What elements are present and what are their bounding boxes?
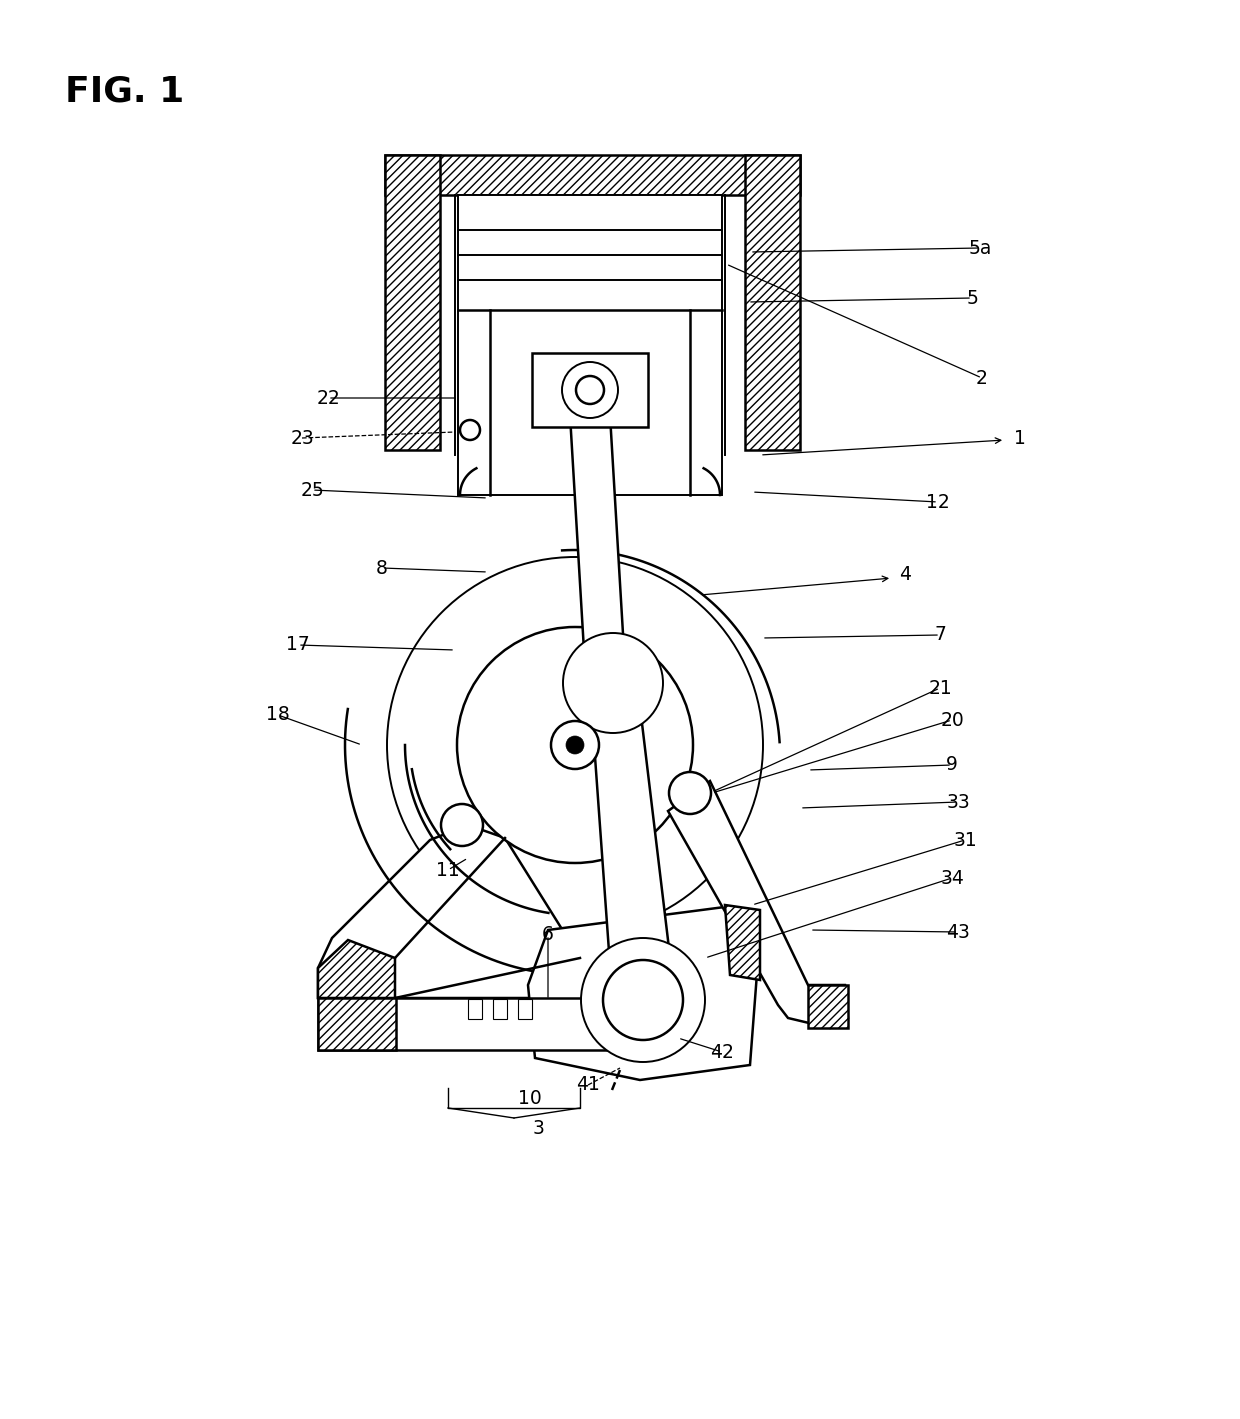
Circle shape bbox=[551, 721, 599, 769]
Text: 25: 25 bbox=[300, 481, 324, 499]
Bar bbox=[745, 155, 800, 450]
Circle shape bbox=[562, 362, 618, 419]
Circle shape bbox=[563, 633, 663, 734]
Text: 10: 10 bbox=[518, 1088, 542, 1107]
Polygon shape bbox=[317, 824, 580, 998]
Text: 9: 9 bbox=[946, 755, 959, 775]
Text: 22: 22 bbox=[316, 389, 340, 407]
Text: 42: 42 bbox=[711, 1043, 734, 1061]
Circle shape bbox=[460, 420, 480, 440]
Text: 6: 6 bbox=[542, 925, 554, 945]
Bar bbox=[384, 155, 440, 450]
Text: 12: 12 bbox=[926, 492, 950, 511]
Text: 34: 34 bbox=[940, 868, 963, 887]
Text: 1: 1 bbox=[1014, 429, 1025, 447]
Bar bbox=[384, 155, 800, 194]
Bar bbox=[518, 999, 532, 1019]
Circle shape bbox=[670, 772, 711, 815]
Text: 11: 11 bbox=[436, 860, 460, 880]
Text: 23: 23 bbox=[290, 429, 314, 447]
Circle shape bbox=[577, 376, 604, 404]
Polygon shape bbox=[808, 985, 848, 1027]
Text: 41: 41 bbox=[577, 1076, 600, 1094]
Polygon shape bbox=[317, 939, 396, 998]
Bar bbox=[317, 998, 613, 1050]
Bar bbox=[494, 999, 507, 1019]
Bar bbox=[532, 353, 649, 427]
Polygon shape bbox=[725, 905, 760, 981]
Polygon shape bbox=[570, 414, 627, 718]
Circle shape bbox=[565, 736, 584, 753]
Circle shape bbox=[387, 558, 763, 934]
Text: 5: 5 bbox=[966, 288, 978, 308]
Text: 18: 18 bbox=[267, 705, 290, 725]
Text: 20: 20 bbox=[940, 711, 963, 729]
Text: 8: 8 bbox=[376, 559, 388, 578]
Text: 21: 21 bbox=[928, 678, 952, 698]
Text: 5a: 5a bbox=[968, 238, 992, 257]
Circle shape bbox=[458, 627, 693, 863]
Text: FIG. 1: FIG. 1 bbox=[64, 75, 185, 109]
Polygon shape bbox=[528, 905, 758, 1080]
Text: 43: 43 bbox=[946, 922, 970, 941]
Circle shape bbox=[441, 805, 484, 846]
Polygon shape bbox=[668, 780, 848, 1027]
Text: 33: 33 bbox=[946, 792, 970, 812]
Polygon shape bbox=[591, 666, 671, 1034]
Text: 3: 3 bbox=[532, 1118, 544, 1138]
Text: 17: 17 bbox=[286, 636, 310, 654]
Text: 7: 7 bbox=[934, 626, 946, 644]
Text: 2: 2 bbox=[976, 369, 988, 387]
Text: 4: 4 bbox=[899, 566, 911, 585]
Bar bbox=[467, 999, 482, 1019]
Bar bbox=[458, 194, 722, 495]
Bar bbox=[317, 998, 396, 1050]
Text: 31: 31 bbox=[954, 830, 977, 850]
Circle shape bbox=[603, 961, 683, 1040]
Circle shape bbox=[582, 938, 706, 1061]
